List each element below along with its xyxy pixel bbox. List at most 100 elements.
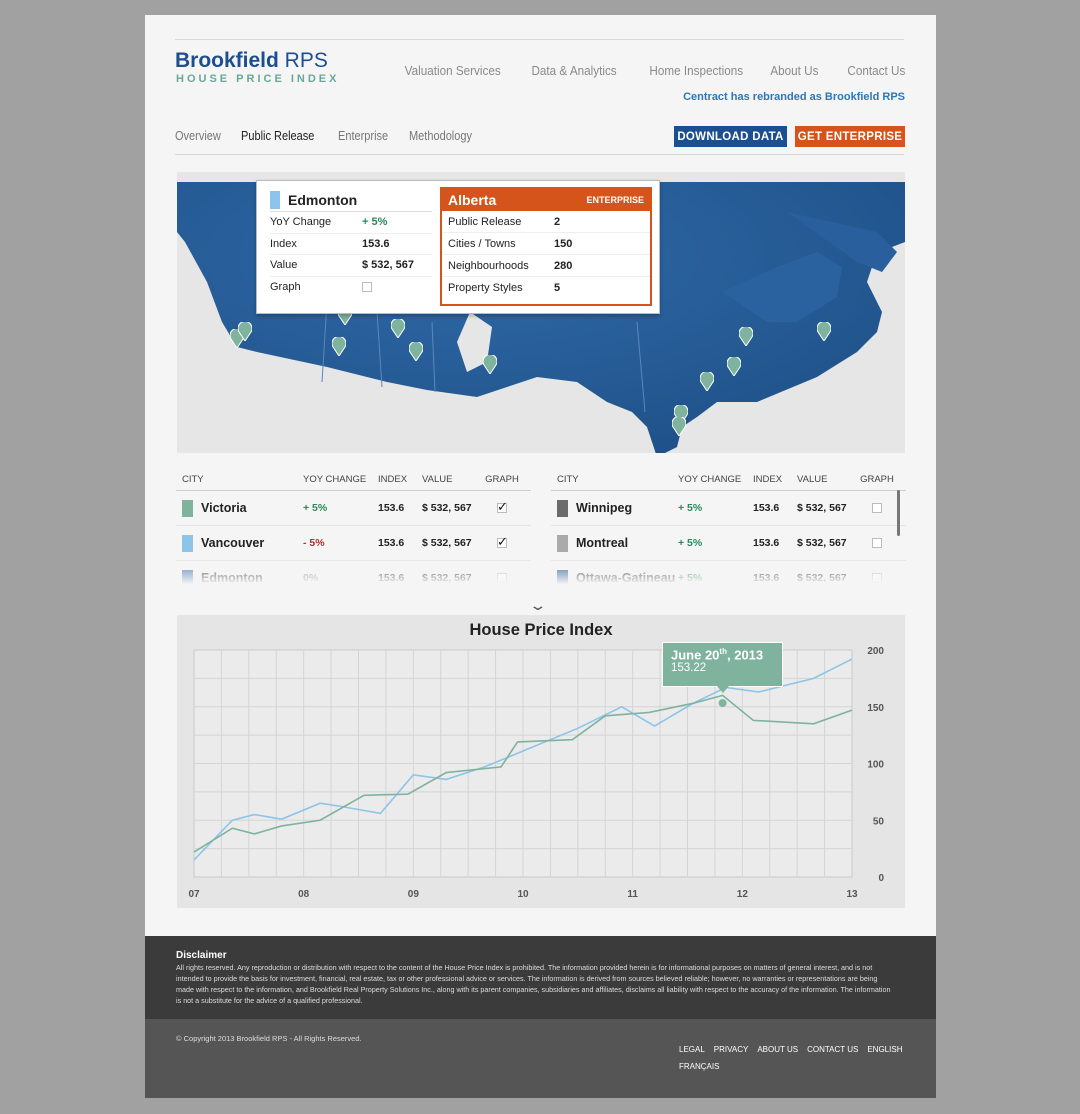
top-nav: Valuation Services Data & Analytics Home… <box>394 63 905 78</box>
footer-link-contact[interactable]: CONTACT US <box>807 1045 859 1054</box>
footer-link-legal[interactable]: LEGAL <box>679 1045 705 1054</box>
nav-valuation-services[interactable]: Valuation Services <box>404 63 501 78</box>
rebrand-notice[interactable]: Centract has rebranded as Brookfield RPS <box>683 91 905 103</box>
city-table-right: CITY YOY CHANGE INDEX VALUE GRAPH Winnip… <box>551 468 906 586</box>
col-yoy[interactable]: YOY CHANGE <box>303 473 367 485</box>
popup-label: Graph <box>270 280 301 293</box>
col-yoy[interactable]: YOY CHANGE <box>678 473 742 485</box>
col-value[interactable]: VALUE <box>797 473 828 485</box>
y-tick-label: 50 <box>873 816 885 827</box>
x-tick-label: 07 <box>188 889 200 900</box>
page-container: Brookfield RPS HOUSE PRICE INDEX Valuati… <box>145 15 936 936</box>
x-tick-label: 12 <box>737 889 749 900</box>
province-row: Neighbourhoods 280 <box>442 255 650 277</box>
brand-name-light: RPS <box>278 49 328 72</box>
copyright: © Copyright 2013 Brookfield RPS - All Ri… <box>176 1034 362 1043</box>
map-pin-icon[interactable] <box>409 342 423 361</box>
map-pin-icon[interactable] <box>700 372 714 391</box>
province-name: Alberta <box>448 192 497 208</box>
nav-about-us[interactable]: About Us <box>770 63 819 78</box>
get-enterprise-button[interactable]: GET ENTERPRISE <box>795 126 905 147</box>
x-tick-label: 08 <box>298 889 310 900</box>
table-row[interactable]: Winnipeg + 5% 153.6 $ 532, 567 <box>551 491 906 526</box>
graph-checkbox[interactable] <box>872 503 882 513</box>
map-pin-icon[interactable] <box>391 319 405 338</box>
table-header: CITY YOY CHANGE INDEX VALUE GRAPH <box>176 468 531 491</box>
nav-data-analytics[interactable]: Data & Analytics <box>531 63 618 78</box>
graph-checkbox[interactable] <box>497 499 508 515</box>
cell-value: $ 532, 567 <box>422 502 472 514</box>
graph-checkbox[interactable] <box>497 534 508 550</box>
x-tick-label: 11 <box>627 889 638 900</box>
footer-link-francais[interactable]: FRANÇAIS <box>679 1062 720 1071</box>
popup-row-yoy: YoY Change + 5% <box>270 212 432 234</box>
series-line <box>193 694 853 853</box>
map-popup: Edmonton YoY Change + 5% Index 153.6 Value… <box>256 180 660 314</box>
subnav-enterprise[interactable]: Enterprise <box>338 129 389 143</box>
map-pin-icon[interactable] <box>332 337 346 356</box>
city-name: Montreal <box>576 536 629 550</box>
map-pin-icon[interactable] <box>739 327 753 346</box>
map-pin-icon[interactable] <box>817 322 831 341</box>
chart-tooltip: June 20th, 2013 153.22 <box>662 642 783 693</box>
province-popup-panel: Alberta ENTERPRISE Public Release 2 Citie… <box>440 187 652 306</box>
popup-label: Value <box>270 259 298 272</box>
popup-value: $ 532, 567 <box>362 259 414 272</box>
province-label: Neighbourhoods <box>448 259 529 272</box>
table-row[interactable]: Montreal + 5% 153.6 $ 532, 567 <box>551 526 906 561</box>
footer-link-privacy[interactable]: PRIVACY <box>713 1045 749 1054</box>
table-row[interactable]: Victoria + 5% 153.6 $ 532, 567 <box>176 491 531 526</box>
tooltip-date-sup: th <box>719 647 727 656</box>
house-price-chart: House Price Index 07 08 09 10 11 12 13 0 50 100 15… <box>177 615 905 908</box>
footer-link-about[interactable]: ABOUT US <box>757 1045 799 1054</box>
province-label: Cities / Towns <box>448 237 516 250</box>
x-tick-label: 13 <box>846 889 858 900</box>
nav-contact-us[interactable]: Contact Us <box>847 63 905 78</box>
col-index[interactable]: INDEX <box>378 473 408 485</box>
col-city[interactable]: CITY <box>557 473 579 485</box>
popup-row-index: Index 153.6 <box>270 234 432 255</box>
expand-chevron-icon[interactable]: ⌄ <box>528 597 548 613</box>
map-pin-icon[interactable] <box>238 322 252 341</box>
popup-graph-checkbox[interactable] <box>362 281 372 292</box>
download-data-button[interactable]: DOWNLOAD DATA <box>674 126 787 147</box>
subnav-methodology[interactable]: Methodology <box>409 129 473 143</box>
brand-logo[interactable]: Brookfield RPS <box>175 49 328 73</box>
province-value: 280 <box>554 259 573 272</box>
nav-home-inspections[interactable]: Home Inspections <box>649 63 744 78</box>
map-pin-icon[interactable] <box>672 417 686 436</box>
cell-value: $ 532, 567 <box>797 537 847 549</box>
subnav-divider <box>175 154 904 155</box>
col-graph[interactable]: GRAPH <box>485 473 519 485</box>
graph-checkbox[interactable] <box>872 538 882 548</box>
tooltip-date-main: June 20 <box>671 647 720 663</box>
col-index[interactable]: INDEX <box>753 473 783 485</box>
col-city[interactable]: CITY <box>182 473 204 485</box>
map-pin-icon[interactable] <box>674 405 688 424</box>
footer-link-english[interactable]: ENGLISH <box>867 1045 903 1054</box>
city-popup-panel: Edmonton YoY Change + 5% Index 153.6 Value… <box>270 189 432 297</box>
map-pin-icon[interactable] <box>483 355 497 374</box>
subnav-public-release[interactable]: Public Release <box>241 129 315 143</box>
province-header: Alberta ENTERPRISE <box>442 189 650 211</box>
col-graph[interactable]: GRAPH <box>860 473 894 485</box>
cell-city: Winnipeg <box>551 499 678 517</box>
chart-title: House Price Index <box>469 621 613 639</box>
city-color-swatch <box>270 191 280 209</box>
province-row: Property Styles 5 <box>442 277 650 298</box>
subnav-overview[interactable]: Overview <box>175 129 221 143</box>
y-tick-label: 200 <box>867 646 884 657</box>
map-pin-icon[interactable] <box>727 357 741 376</box>
cell-graph <box>482 499 522 515</box>
enterprise-tag[interactable]: ENTERPRISE <box>586 195 644 205</box>
city-color-swatch <box>182 534 193 552</box>
col-value[interactable]: VALUE <box>422 473 453 485</box>
table-scrollbar[interactable] <box>897 490 900 536</box>
cell-yoy: - 5% <box>303 537 325 549</box>
canada-map[interactable]: Edmonton YoY Change + 5% Index 153.6 Value… <box>177 172 905 453</box>
cell-yoy: + 5% <box>303 502 328 514</box>
header-top-divider <box>175 39 904 40</box>
popup-row-value: Value $ 532, 567 <box>270 255 432 277</box>
province-row: Public Release 2 <box>442 211 650 233</box>
province-row: Cities / Towns 150 <box>442 233 650 255</box>
